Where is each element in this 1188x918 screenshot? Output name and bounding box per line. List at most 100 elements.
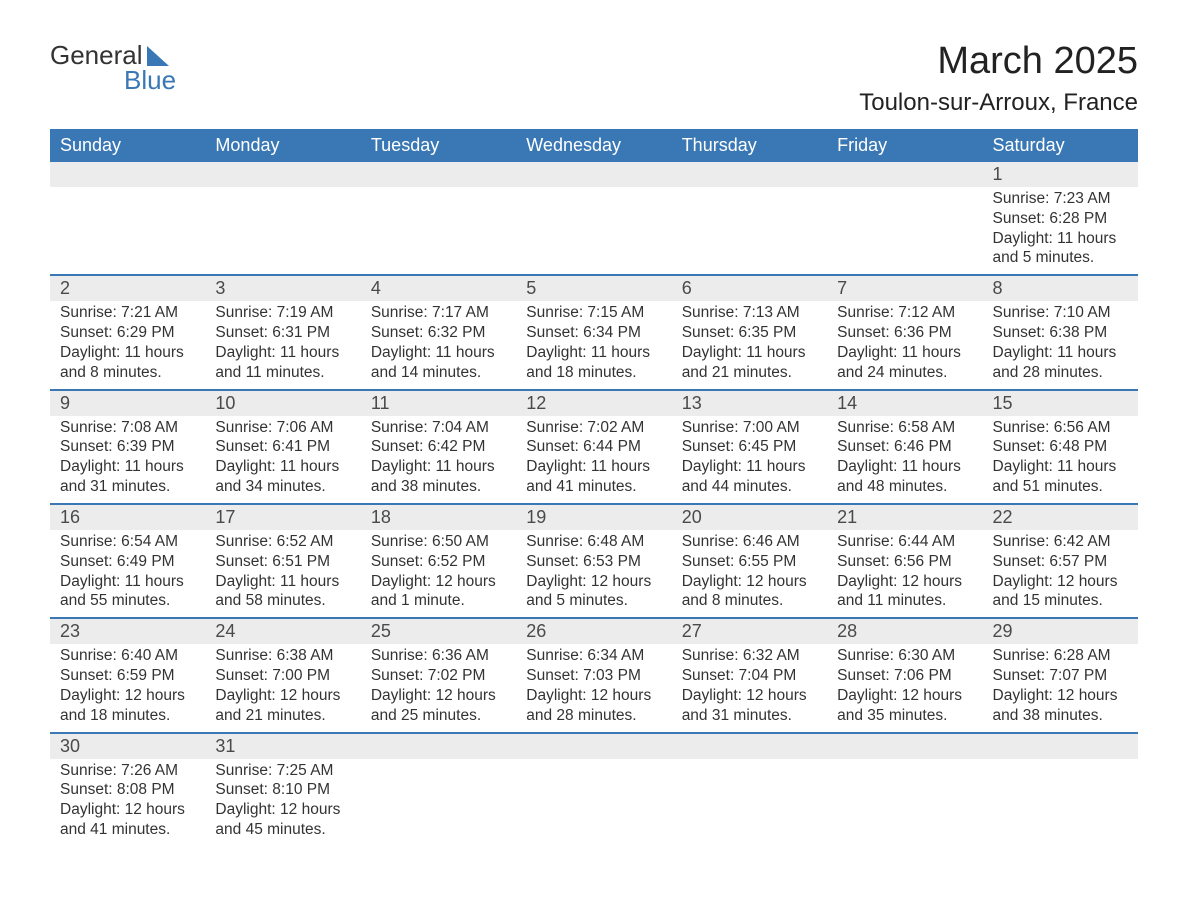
sunrise-text: Sunrise: 6:46 AM — [682, 532, 817, 552]
day-number-cell — [672, 733, 827, 759]
day-number-cell: 15 — [983, 390, 1138, 416]
sunrise-text: Sunrise: 6:54 AM — [60, 532, 195, 552]
day-number: 12 — [526, 393, 546, 413]
day-header: Wednesday — [516, 129, 671, 162]
day-info-cell: Sunrise: 7:02 AMSunset: 6:44 PMDaylight:… — [516, 416, 671, 504]
day-number-cell: 2 — [50, 275, 205, 301]
month-title: March 2025 — [859, 40, 1138, 83]
day-header: Saturday — [983, 129, 1138, 162]
day-info-cell — [827, 759, 982, 846]
sunrise-text: Sunrise: 7:13 AM — [682, 303, 817, 323]
sunrise-text: Sunrise: 7:15 AM — [526, 303, 661, 323]
daylight-text: Daylight: 11 hours and 44 minutes. — [682, 457, 817, 497]
sunset-text: Sunset: 7:02 PM — [371, 666, 506, 686]
day-number: 27 — [682, 621, 702, 641]
day-number: 1 — [993, 164, 1003, 184]
day-number: 13 — [682, 393, 702, 413]
day-number-cell — [516, 162, 671, 187]
sunset-text: Sunset: 6:49 PM — [60, 552, 195, 572]
day-info-cell: Sunrise: 6:36 AMSunset: 7:02 PMDaylight:… — [361, 644, 516, 732]
daylight-text: Daylight: 12 hours and 15 minutes. — [993, 572, 1128, 612]
daylight-text: Daylight: 12 hours and 38 minutes. — [993, 686, 1128, 726]
sunset-text: Sunset: 6:45 PM — [682, 437, 817, 457]
daylight-text: Daylight: 11 hours and 48 minutes. — [837, 457, 972, 497]
sunset-text: Sunset: 7:07 PM — [993, 666, 1128, 686]
day-info-cell: Sunrise: 7:10 AMSunset: 6:38 PMDaylight:… — [983, 301, 1138, 389]
sunset-text: Sunset: 7:06 PM — [837, 666, 972, 686]
calendar-header-row: Sunday Monday Tuesday Wednesday Thursday… — [50, 129, 1138, 162]
week-info-row: Sunrise: 6:54 AMSunset: 6:49 PMDaylight:… — [50, 530, 1138, 618]
day-info-cell: Sunrise: 7:26 AMSunset: 8:08 PMDaylight:… — [50, 759, 205, 846]
daylight-text: Daylight: 12 hours and 28 minutes. — [526, 686, 661, 726]
day-info-cell: Sunrise: 6:50 AMSunset: 6:52 PMDaylight:… — [361, 530, 516, 618]
day-info-cell — [827, 187, 982, 275]
logo-triangle-icon — [147, 46, 169, 66]
week-info-row: Sunrise: 6:40 AMSunset: 6:59 PMDaylight:… — [50, 644, 1138, 732]
day-number-cell: 30 — [50, 733, 205, 759]
day-number: 29 — [993, 621, 1013, 641]
day-number-cell: 22 — [983, 504, 1138, 530]
day-number: 31 — [215, 736, 235, 756]
sunset-text: Sunset: 6:57 PM — [993, 552, 1128, 572]
sunrise-text: Sunrise: 6:48 AM — [526, 532, 661, 552]
daylight-text: Daylight: 12 hours and 31 minutes. — [682, 686, 817, 726]
sunrise-text: Sunrise: 6:32 AM — [682, 646, 817, 666]
sunset-text: Sunset: 7:03 PM — [526, 666, 661, 686]
day-number-cell: 14 — [827, 390, 982, 416]
day-number-cell: 3 — [205, 275, 360, 301]
daylight-text: Daylight: 12 hours and 45 minutes. — [215, 800, 350, 840]
sunset-text: Sunset: 8:10 PM — [215, 780, 350, 800]
sunset-text: Sunset: 6:36 PM — [837, 323, 972, 343]
sunset-text: Sunset: 6:38 PM — [993, 323, 1128, 343]
day-info-cell — [672, 187, 827, 275]
day-info-cell: Sunrise: 6:40 AMSunset: 6:59 PMDaylight:… — [50, 644, 205, 732]
week-info-row: Sunrise: 7:21 AMSunset: 6:29 PMDaylight:… — [50, 301, 1138, 389]
sunrise-text: Sunrise: 6:52 AM — [215, 532, 350, 552]
sunrise-text: Sunrise: 6:42 AM — [993, 532, 1128, 552]
day-info-cell: Sunrise: 7:08 AMSunset: 6:39 PMDaylight:… — [50, 416, 205, 504]
sunrise-text: Sunrise: 7:12 AM — [837, 303, 972, 323]
day-number-cell — [205, 162, 360, 187]
sunset-text: Sunset: 6:46 PM — [837, 437, 972, 457]
week-daynum-row: 30 31 — [50, 733, 1138, 759]
day-info-cell: Sunrise: 7:23 AMSunset: 6:28 PMDaylight:… — [983, 187, 1138, 275]
daylight-text: Daylight: 11 hours and 41 minutes. — [526, 457, 661, 497]
daylight-text: Daylight: 11 hours and 34 minutes. — [215, 457, 350, 497]
day-number: 14 — [837, 393, 857, 413]
sunset-text: Sunset: 6:56 PM — [837, 552, 972, 572]
day-number: 6 — [682, 278, 692, 298]
sunrise-text: Sunrise: 6:56 AM — [993, 418, 1128, 438]
sunrise-text: Sunrise: 6:36 AM — [371, 646, 506, 666]
week-daynum-row: 2345678 — [50, 275, 1138, 301]
day-number: 25 — [371, 621, 391, 641]
daylight-text: Daylight: 11 hours and 38 minutes. — [371, 457, 506, 497]
day-number: 9 — [60, 393, 70, 413]
sunrise-text: Sunrise: 7:19 AM — [215, 303, 350, 323]
day-number-cell: 25 — [361, 618, 516, 644]
day-info-cell — [983, 759, 1138, 846]
daylight-text: Daylight: 11 hours and 18 minutes. — [526, 343, 661, 383]
day-number: 17 — [215, 507, 235, 527]
sunset-text: Sunset: 6:29 PM — [60, 323, 195, 343]
sunrise-text: Sunrise: 7:23 AM — [993, 189, 1128, 209]
day-number-cell: 8 — [983, 275, 1138, 301]
day-number: 20 — [682, 507, 702, 527]
sunset-text: Sunset: 6:39 PM — [60, 437, 195, 457]
day-info-cell — [516, 759, 671, 846]
day-number: 2 — [60, 278, 70, 298]
day-info-cell: Sunrise: 7:17 AMSunset: 6:32 PMDaylight:… — [361, 301, 516, 389]
sunset-text: Sunset: 6:51 PM — [215, 552, 350, 572]
day-header: Monday — [205, 129, 360, 162]
daylight-text: Daylight: 11 hours and 55 minutes. — [60, 572, 195, 612]
day-info-cell: Sunrise: 6:52 AMSunset: 6:51 PMDaylight:… — [205, 530, 360, 618]
sunrise-text: Sunrise: 7:10 AM — [993, 303, 1128, 323]
daylight-text: Daylight: 12 hours and 25 minutes. — [371, 686, 506, 726]
day-number-cell: 11 — [361, 390, 516, 416]
day-number-cell: 27 — [672, 618, 827, 644]
day-info-cell: Sunrise: 6:54 AMSunset: 6:49 PMDaylight:… — [50, 530, 205, 618]
day-number-cell — [672, 162, 827, 187]
day-number-cell: 12 — [516, 390, 671, 416]
day-number: 16 — [60, 507, 80, 527]
week-info-row: Sunrise: 7:08 AMSunset: 6:39 PMDaylight:… — [50, 416, 1138, 504]
day-number-cell: 16 — [50, 504, 205, 530]
